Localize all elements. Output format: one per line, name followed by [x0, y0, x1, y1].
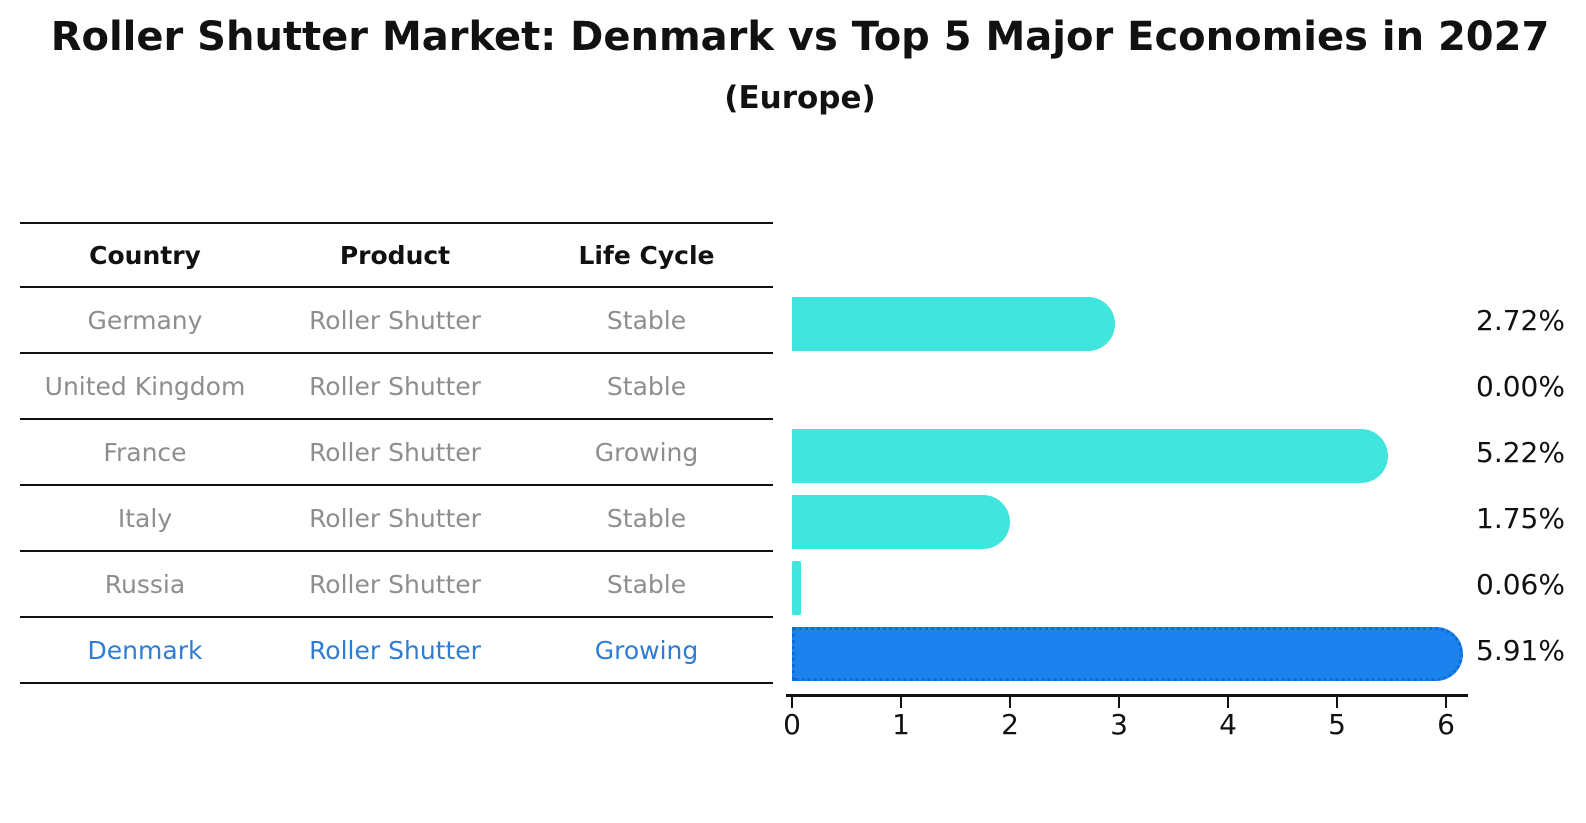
value-label-russia: 0.06%	[1476, 568, 1565, 601]
header-cell-product: Product	[339, 240, 451, 270]
header-cell-life-cycle: Life Cycle	[578, 240, 715, 270]
cell-life-cycle: Stable	[606, 569, 687, 599]
table-row-france: France Roller Shutter Growing	[20, 420, 773, 486]
value-label-united-kingdom: 0.00%	[1476, 370, 1565, 403]
value-label-germany: 2.72%	[1476, 304, 1565, 337]
header-cell-country: Country	[89, 240, 201, 270]
cell-country: Russia	[104, 569, 186, 599]
cell-product: Roller Shutter	[309, 635, 481, 665]
cell-life-cycle: Stable	[606, 305, 687, 335]
bar-denmark	[792, 627, 1464, 681]
table-row-italy: Italy Roller Shutter Stable	[20, 486, 773, 552]
x-tick	[791, 697, 793, 708]
x-tick-label: 2	[1001, 708, 1019, 741]
x-tick	[900, 697, 902, 708]
table-header-row: Country Product Life Cycle	[20, 222, 773, 288]
value-label-denmark: 5.91%	[1476, 634, 1565, 667]
page-subtitle: (Europe)	[724, 80, 876, 116]
cell-product: Roller Shutter	[309, 437, 481, 467]
cell-product: Roller Shutter	[309, 503, 481, 533]
bar-germany	[792, 297, 1116, 351]
bar-france	[792, 429, 1388, 483]
table-row-united-kingdom: United Kingdom Roller Shutter Stable	[20, 354, 773, 420]
cell-life-cycle: Growing	[594, 635, 699, 665]
x-tick	[1336, 697, 1338, 708]
cell-country: United Kingdom	[44, 371, 246, 401]
cell-country: Denmark	[87, 635, 203, 665]
cell-life-cycle: Growing	[594, 437, 699, 467]
table-row-denmark: Denmark Roller Shutter Growing	[20, 618, 773, 684]
bar-russia	[792, 561, 801, 615]
cell-country: Italy	[117, 503, 173, 533]
cell-life-cycle: Stable	[606, 371, 687, 401]
cell-country: Germany	[87, 305, 203, 335]
x-tick	[1445, 697, 1447, 708]
x-tick	[1227, 697, 1229, 708]
x-tick	[1118, 697, 1120, 708]
cell-product: Roller Shutter	[309, 569, 481, 599]
x-axis-line	[786, 694, 1468, 697]
x-tick-label: 4	[1219, 708, 1237, 741]
value-label-italy: 1.75%	[1476, 502, 1565, 535]
x-tick-label: 6	[1437, 708, 1455, 741]
page-title: Roller Shutter Market: Denmark vs Top 5 …	[50, 14, 1550, 60]
data-table: Country Product Life Cycle Germany Rolle…	[20, 222, 773, 684]
cell-product: Roller Shutter	[309, 305, 481, 335]
x-tick-label: 1	[892, 708, 910, 741]
cell-country: France	[103, 437, 187, 467]
x-tick-label: 0	[783, 708, 801, 741]
cell-life-cycle: Stable	[606, 503, 687, 533]
bar-chart	[792, 222, 1464, 684]
table-row-germany: Germany Roller Shutter Stable	[20, 288, 773, 354]
x-tick-label: 5	[1328, 708, 1346, 741]
value-label-france: 5.22%	[1476, 436, 1565, 469]
bar-italy	[792, 495, 1010, 549]
x-tick	[1009, 697, 1011, 708]
cell-product: Roller Shutter	[309, 371, 481, 401]
x-tick-label: 3	[1110, 708, 1128, 741]
table-row-russia: Russia Roller Shutter Stable	[20, 552, 773, 618]
